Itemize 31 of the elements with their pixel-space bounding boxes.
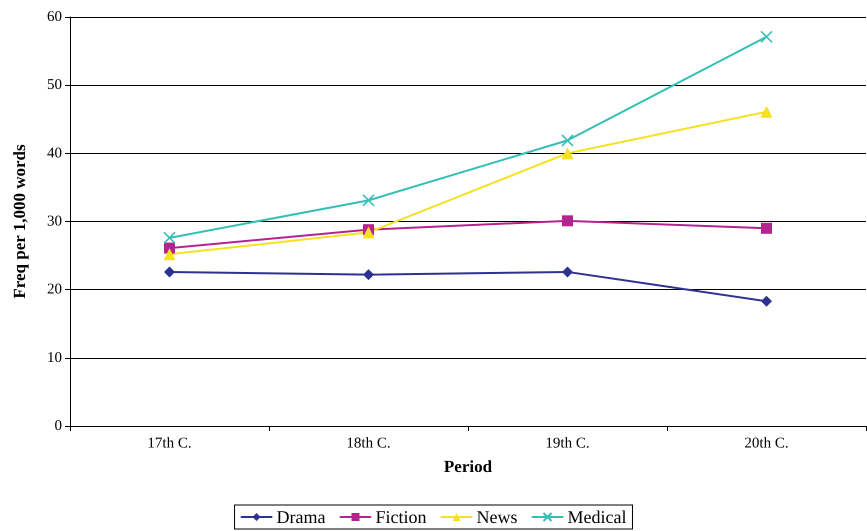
y-tick-label: 60 <box>47 9 62 25</box>
point <box>761 222 772 234</box>
point <box>760 30 773 44</box>
x-tick-label: 17th C. <box>147 436 192 452</box>
point <box>562 266 573 278</box>
point <box>164 266 175 278</box>
y-tick-label: 10 <box>47 350 62 366</box>
point <box>760 106 772 118</box>
y-tick-label: 50 <box>47 77 62 94</box>
point <box>562 215 573 226</box>
point <box>562 147 574 160</box>
x-tick-label: 19th C. <box>545 436 590 452</box>
legend-label: Fiction <box>376 507 427 527</box>
x-tick-label: 20th C. <box>744 436 789 452</box>
y-tick-label: 30 <box>47 214 62 230</box>
legend-label: Drama <box>276 507 326 527</box>
y-tick-label: 0 <box>54 418 62 434</box>
legend-label: News <box>476 507 518 527</box>
point <box>362 194 375 207</box>
point <box>363 269 374 280</box>
y-tick-label: 20 <box>47 282 62 298</box>
point <box>163 232 176 244</box>
y-axis-title: Freq per 1,000 words <box>10 144 29 299</box>
legend-label: Medical <box>567 507 626 527</box>
point <box>561 134 574 147</box>
y-tick-label: 40 <box>47 145 62 162</box>
x-tick-label: 18th C. <box>346 436 391 452</box>
x-axis-title: Period <box>444 457 493 476</box>
point <box>761 296 772 307</box>
point <box>164 248 176 260</box>
point <box>362 226 374 238</box>
